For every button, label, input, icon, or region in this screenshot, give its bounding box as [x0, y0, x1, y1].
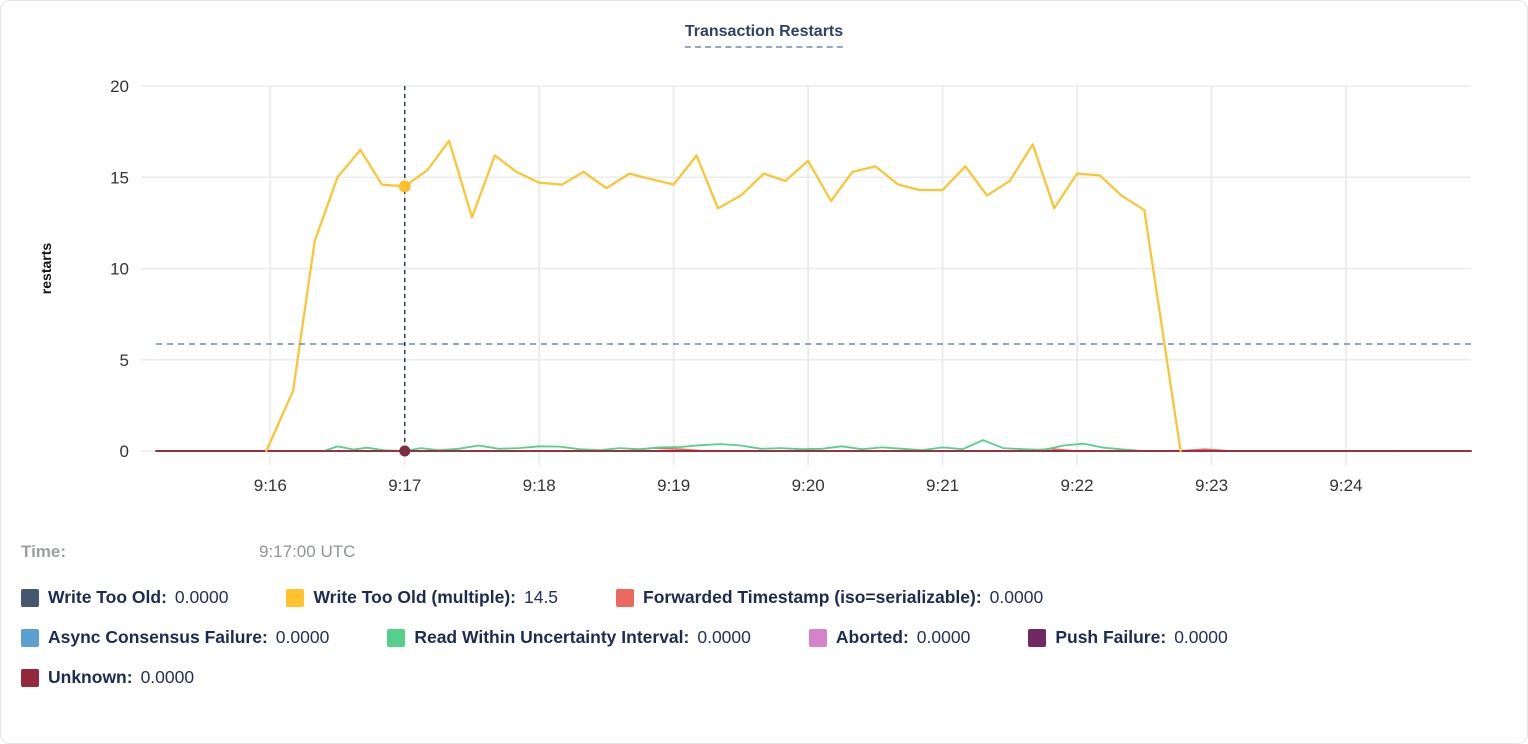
legend-swatch-read-within-uncertainty-interval — [387, 628, 406, 647]
legend-row: Write Too Old: 0.0000 Write Too Old (multi… — [21, 587, 1507, 608]
legend-swatch-aborted — [808, 628, 827, 647]
legend-value: 0.0000 — [275, 627, 330, 647]
legend-item-write-too-old: Write Too Old: 0.0000 — [21, 587, 228, 608]
legend-swatch-write-too-old-multiple — [286, 588, 305, 607]
legend-swatch-forwarded-timestamp-iso-serializable — [616, 588, 635, 607]
legend-label: Write Too Old: — [48, 587, 167, 607]
legend-label: Async Consensus Failure: — [48, 627, 268, 647]
time-value: 9:17:00 UTC — [259, 542, 356, 561]
y-tick-label: 20 — [110, 77, 129, 96]
legend-item-forwarded-timestamp-iso-serializable: Forwarded Timestamp (iso=serializable): 0… — [616, 587, 1043, 608]
legend-row: Unknown: 0.0000 — [21, 667, 1507, 688]
series-line-read-within-uncertainty-interval — [323, 439, 1146, 452]
x-tick-label: 9:22 — [1060, 476, 1093, 495]
legend-row: Async Consensus Failure: 0.0000 Read Withi… — [21, 627, 1507, 648]
y-tick-label: 0 — [120, 442, 129, 461]
legend-item-read-within-uncertainty-interval: Read Within Uncertainty Interval: 0.0000 — [387, 627, 751, 648]
x-tick-label: 9:20 — [792, 476, 825, 495]
x-tick-label: 9:24 — [1329, 476, 1362, 495]
legend-label: Read Within Uncertainty Interval: — [414, 627, 690, 647]
y-tick-label: 10 — [110, 260, 129, 279]
y-tick-label: 5 — [120, 351, 129, 370]
x-tick-label: 9:21 — [926, 476, 959, 495]
legend-label: Aborted: — [835, 627, 909, 647]
legend-value: 0.0000 — [140, 667, 195, 687]
legend-value: 0.0000 — [697, 627, 751, 647]
legend-label: Unknown: — [48, 667, 133, 687]
legend-item-async-consensus-failure: Async Consensus Failure: 0.0000 — [21, 627, 329, 648]
time-label: Time: — [21, 542, 67, 561]
legend-value: 0.0000 — [916, 627, 971, 647]
x-tick-label: 9:18 — [523, 476, 556, 495]
x-tick-label: 9:16 — [254, 476, 287, 495]
legend-swatch-push-failure — [1028, 628, 1047, 647]
legend-swatch-unknown — [21, 668, 39, 687]
legend-item-unknown: Unknown: 0.0000 — [21, 667, 194, 688]
x-tick-label: 9:17 — [388, 476, 421, 495]
x-tick-label: 9:23 — [1195, 476, 1228, 495]
hover-dot-zero — [399, 445, 411, 457]
legend-label: Write Too Old (multiple): — [313, 587, 516, 607]
y-tick-label: 15 — [110, 168, 129, 187]
legend-swatch-async-consensus-failure — [21, 628, 39, 647]
legend-label: Push Failure: — [1055, 627, 1167, 647]
legend: Write Too Old: 0.0000 Write Too Old (multi… — [21, 587, 1507, 688]
legend-swatch-write-too-old — [21, 588, 39, 607]
y-axis-label: restarts — [38, 243, 54, 295]
legend-label: Forwarded Timestamp (iso=serializable): — [643, 587, 982, 607]
hover-time-row: Time: 9:17:00 UTC — [21, 542, 1021, 562]
legend-item-aborted: Aborted: 0.0000 — [808, 627, 971, 648]
legend-value: 0.0000 — [989, 587, 1044, 607]
legend-value: 0.0000 — [174, 587, 229, 607]
transaction-restarts-chart[interactable]: 0 5 10 15 20 9:16 9:17 9:18 9:19 9:20 9:21 9:22 9:23… — [1, 1, 1528, 516]
legend-item-write-too-old-multiple: Write Too Old (multiple): 14.5 — [286, 587, 558, 608]
hover-dot-highlight — [398, 180, 411, 193]
series-line-write-too-old-multiple — [265, 139, 1182, 453]
legend-value: 14.5 — [523, 587, 559, 607]
legend-item-push-failure: Push Failure: 0.0000 — [1028, 627, 1228, 648]
chart-title[interactable]: Transaction Restarts — [684, 23, 844, 48]
legend-value: 0.0000 — [1174, 627, 1228, 647]
x-tick-label: 9:19 — [657, 476, 690, 495]
